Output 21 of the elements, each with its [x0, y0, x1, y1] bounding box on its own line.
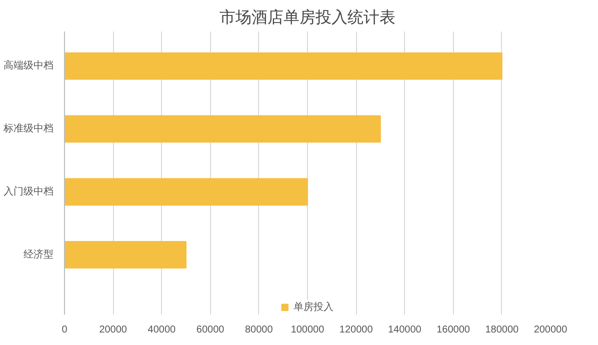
x-tick-label: 40000	[148, 324, 176, 336]
y-tick-label: 入门级中档	[4, 185, 54, 198]
x-tick-label: 180000	[485, 324, 520, 336]
bar	[64, 241, 186, 268]
x-tick-label: 80000	[244, 324, 274, 336]
x-tick-label: 200000	[534, 324, 568, 336]
y-tick-label: 标准级中档	[2, 122, 54, 134]
bar	[64, 115, 381, 143]
x-tick-label: 160000	[436, 324, 470, 336]
x-tick-label: 0	[62, 324, 68, 336]
chart-title: 市场酒店单房投入统计表	[220, 8, 396, 26]
bar	[64, 52, 502, 80]
x-tick-label: 60000	[196, 324, 225, 336]
y-tick-label: 高端级中档	[4, 60, 54, 72]
x-tick-label: 140000	[388, 324, 422, 336]
x-tick-label: 100000	[290, 324, 325, 336]
legend-label: 单房投入	[294, 300, 334, 314]
x-tick-label: 20000	[99, 324, 128, 336]
x-tick-label: 120000	[339, 324, 374, 336]
y-tick-label: 经济型	[24, 248, 54, 260]
bar	[64, 178, 308, 206]
